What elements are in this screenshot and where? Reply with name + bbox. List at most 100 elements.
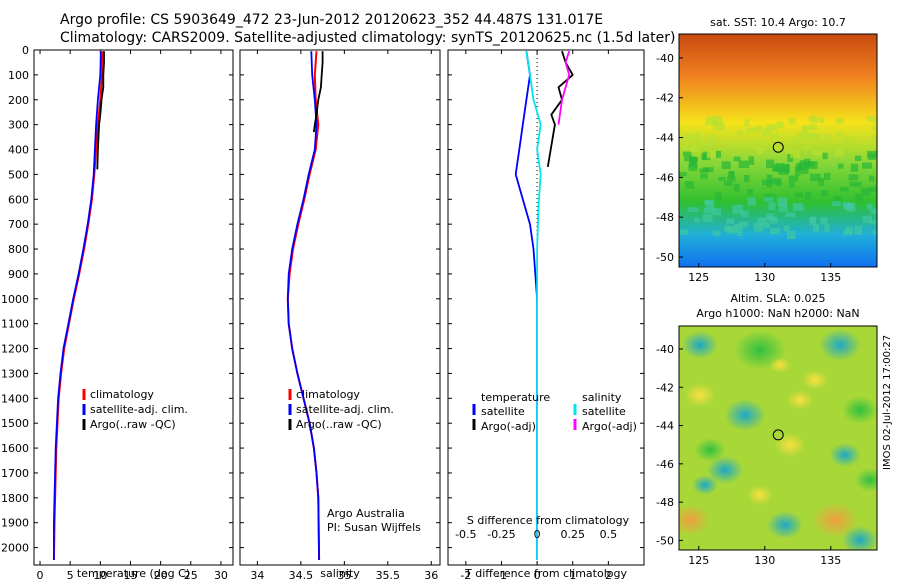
- sst-speckle-cell: [849, 181, 857, 187]
- sla-map-frame: [678, 325, 878, 551]
- sst-speckle-cell: [835, 131, 842, 136]
- map-y-tick-label: -42: [656, 381, 674, 394]
- sst-speckle-cell: [739, 221, 749, 228]
- sst-speckle-cell: [836, 196, 843, 204]
- temperature-panel: 0100200300400500600700800900100011001200…: [1, 44, 234, 580]
- sst-speckle-cell: [747, 197, 756, 206]
- sst-speckle-cell: [871, 125, 877, 130]
- series-line-argo-raw-qc-: [313, 51, 324, 133]
- annotation-text: PI: Susan Wijffels: [327, 521, 421, 534]
- sst-speckle-cell: [855, 193, 863, 202]
- sla-anomaly-blob: [747, 485, 773, 505]
- sst-speckle-cell: [683, 133, 694, 141]
- sst-speckle-cell: [766, 179, 772, 188]
- sst-speckle-cell: [757, 147, 767, 152]
- sst-speckle-cell: [796, 132, 806, 140]
- x-axis-label: salinity: [320, 567, 360, 580]
- sst-speckle-cell: [753, 223, 764, 232]
- sst-speckle-cell: [772, 177, 782, 183]
- s-tick-label: -0.5: [455, 528, 476, 541]
- sst-speckle-cell: [856, 181, 862, 187]
- y-tick-label: 300: [8, 119, 29, 132]
- sst-speckle-cell: [799, 160, 806, 166]
- sst-speckle-cell: [702, 214, 713, 223]
- sst-speckle-cell: [733, 223, 743, 233]
- sla-anomaly-blob: [829, 443, 861, 467]
- sst-speckle-cell: [723, 181, 733, 186]
- y-tick-label: 600: [8, 193, 29, 206]
- map-y-tick-label: -44: [656, 132, 674, 145]
- x-tick-label: 20: [154, 569, 168, 580]
- sst-speckle-cell: [822, 152, 828, 160]
- y-tick-label: 500: [8, 168, 29, 181]
- series-line-satellite-adj-clim-: [53, 51, 102, 560]
- sst-speckle-cell: [684, 181, 695, 189]
- sst-speckle-cell: [862, 215, 872, 224]
- sla-anomaly-blob: [841, 526, 877, 550]
- sst-speckle-cell: [727, 176, 736, 182]
- x-tick-label: 2: [605, 569, 612, 580]
- sst-speckle-cell: [792, 203, 804, 211]
- sst-speckle-cell: [845, 226, 853, 234]
- sst-speckle-cell: [831, 201, 842, 206]
- x-tick-label: 36: [424, 569, 438, 580]
- sst-speckle-cell: [737, 231, 743, 237]
- map-y-tick-label: -44: [656, 420, 674, 433]
- x-tick-label: 15: [123, 569, 137, 580]
- sst-speckle-cell: [791, 136, 802, 143]
- sst-speckle-cell: [682, 151, 692, 156]
- sst-speckle-cell: [824, 134, 830, 143]
- y-tick-label: 1900: [1, 517, 29, 530]
- sst-speckle-cell: [724, 225, 732, 232]
- sst-speckle-cell: [681, 144, 688, 150]
- sla-anomaly-blob: [766, 511, 804, 539]
- sst-speckle-cell: [801, 127, 808, 133]
- sst-speckle-cell: [809, 217, 816, 223]
- sst-speckle-cell: [771, 166, 780, 172]
- legend-label: satellite-adj. clim.: [296, 403, 394, 416]
- legend-label: Argo(..raw -QC): [296, 418, 382, 431]
- sst-speckle-cell: [779, 203, 788, 212]
- y-tick-label: 1600: [1, 442, 29, 455]
- sst-speckle-cell: [869, 186, 877, 193]
- sst-speckle-cell: [766, 159, 775, 169]
- x-tick-label: 5: [67, 569, 74, 580]
- argo-location-marker: [772, 429, 784, 441]
- sla-anomaly-blob: [769, 357, 791, 373]
- sst-speckle-cell: [862, 162, 873, 169]
- sla-anomaly-blob: [706, 456, 744, 484]
- legend-title: salinity: [582, 391, 622, 404]
- sst-speckle-cell: [738, 160, 750, 169]
- map-y-tick-label: -48: [656, 496, 674, 509]
- sst-speckle-cell: [766, 124, 778, 132]
- map-x-tick-label: 135: [820, 271, 841, 284]
- sst-speckle-cell: [788, 118, 796, 125]
- map-x-tick-label: 130: [754, 554, 775, 567]
- annotation-text: Argo Australia: [327, 507, 405, 520]
- x-tick-label: 35.5: [376, 569, 401, 580]
- y-tick-label: 800: [8, 243, 29, 256]
- sst-speckle-cell: [867, 150, 877, 159]
- sla-map-axes: 125 130 135 -40 -42 -44 -46 -48 -50: [656, 343, 841, 567]
- sst-speckle-cell: [869, 175, 875, 182]
- sst-speckle-cell: [715, 192, 722, 200]
- series-line-s-satellite: [525, 51, 542, 560]
- s-tick-label: 0.5: [600, 528, 618, 541]
- sla-anomaly-blob: [681, 331, 719, 359]
- sst-speckle-cell: [746, 127, 756, 133]
- sst-speckle-cell: [733, 183, 740, 192]
- sst-speckle-cell: [718, 177, 726, 182]
- sst-speckle-cell: [805, 191, 812, 200]
- series-line-argo-raw-qc-: [96, 51, 105, 170]
- sst-speckle-cell: [731, 143, 741, 148]
- sst-speckle-cell: [763, 197, 774, 202]
- sst-speckle-cell: [740, 210, 749, 218]
- x-tick-label: 34: [250, 569, 264, 580]
- sla-anomaly-blob: [819, 329, 861, 361]
- x-tick-label: 30: [214, 569, 228, 580]
- map-y-tick-label: -50: [656, 251, 674, 264]
- y-tick-label: 1400: [1, 392, 29, 405]
- sst-speckle-cell: [850, 163, 859, 172]
- sla-anomaly-blob: [841, 396, 877, 424]
- x-tick-label: 1: [569, 569, 576, 580]
